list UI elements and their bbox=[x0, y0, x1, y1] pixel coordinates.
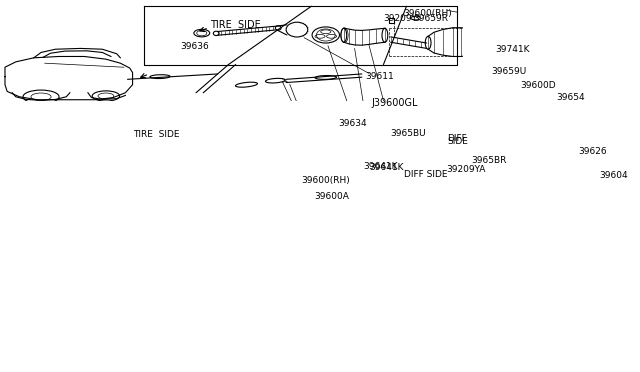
Text: 39626: 39626 bbox=[578, 147, 607, 156]
Text: 39634: 39634 bbox=[338, 119, 367, 128]
Text: 39611: 39611 bbox=[365, 72, 394, 81]
Text: 3965BU: 3965BU bbox=[390, 129, 426, 138]
Text: J39600GL: J39600GL bbox=[372, 98, 418, 108]
Text: SIDE: SIDE bbox=[447, 137, 468, 146]
Text: 3965BR: 3965BR bbox=[472, 155, 507, 165]
Text: 39659R: 39659R bbox=[413, 14, 449, 23]
Text: 39604: 39604 bbox=[600, 171, 628, 180]
Ellipse shape bbox=[603, 38, 618, 52]
Text: DIFF SIDE: DIFF SIDE bbox=[404, 170, 447, 179]
Text: 39641K: 39641K bbox=[369, 163, 404, 171]
Text: 39659U: 39659U bbox=[492, 67, 527, 76]
Text: 39641K: 39641K bbox=[364, 162, 397, 171]
Text: 39600A: 39600A bbox=[314, 192, 349, 201]
Text: TIRE  SIDE: TIRE SIDE bbox=[132, 129, 179, 138]
Text: 39636: 39636 bbox=[180, 42, 209, 51]
Text: 39741K: 39741K bbox=[495, 45, 530, 54]
Text: TIRE  SIDE: TIRE SIDE bbox=[211, 20, 261, 30]
Text: 39600(RH): 39600(RH) bbox=[404, 9, 452, 18]
Text: 39600(RH): 39600(RH) bbox=[301, 176, 350, 185]
Text: DIFF: DIFF bbox=[447, 134, 467, 143]
Text: 39600D: 39600D bbox=[520, 81, 556, 90]
Text: 39209YA: 39209YA bbox=[447, 165, 486, 174]
Text: 39209Y: 39209Y bbox=[383, 14, 417, 23]
Text: 39654: 39654 bbox=[556, 93, 585, 102]
